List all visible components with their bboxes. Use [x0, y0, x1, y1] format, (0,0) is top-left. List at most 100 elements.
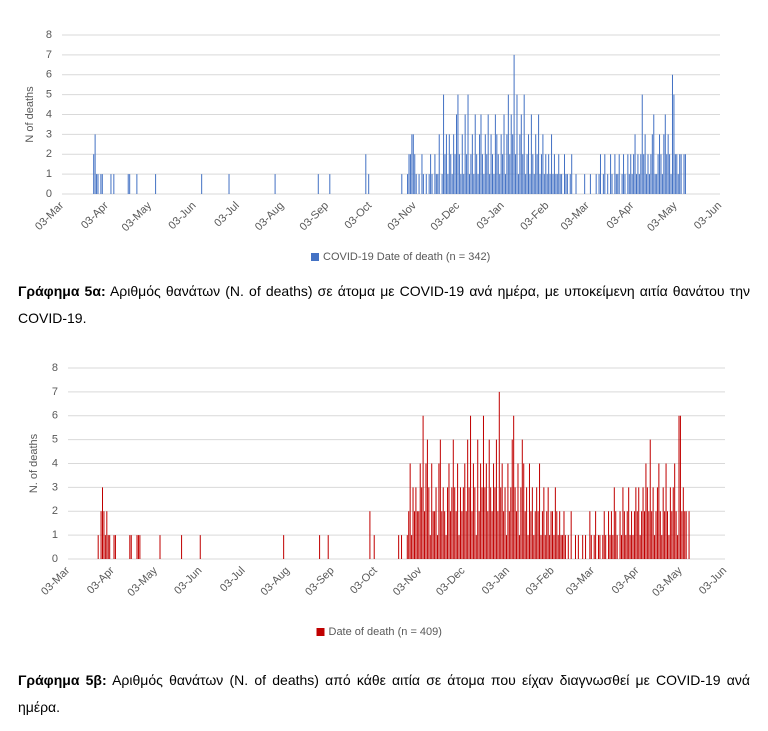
bar	[565, 174, 567, 194]
bar	[610, 154, 612, 194]
bar	[668, 535, 670, 559]
bar	[539, 174, 541, 194]
bar	[631, 511, 633, 559]
bar	[467, 94, 469, 194]
bar	[472, 463, 474, 559]
bar	[411, 535, 413, 559]
bar	[137, 535, 139, 559]
bar	[632, 535, 634, 559]
bar	[515, 154, 517, 194]
bar	[649, 439, 651, 559]
bar	[100, 174, 102, 194]
bar	[617, 174, 619, 194]
bar	[530, 114, 532, 194]
bar	[643, 511, 645, 559]
bar	[477, 174, 479, 194]
bar	[595, 174, 597, 194]
bar	[523, 463, 525, 559]
x-tick-label: 03-Oct	[348, 565, 380, 597]
bar	[541, 511, 543, 559]
bar	[647, 154, 649, 194]
bar	[408, 154, 410, 194]
bar	[639, 535, 641, 559]
bar	[677, 535, 679, 559]
bar	[643, 154, 645, 194]
bar	[487, 114, 489, 194]
bar	[589, 174, 591, 194]
bar	[106, 511, 108, 559]
bar	[495, 439, 497, 559]
bar	[466, 154, 468, 194]
bar	[319, 535, 321, 559]
bar	[543, 487, 545, 559]
bar	[684, 511, 686, 559]
bar	[484, 134, 486, 194]
x-tick-label: 03-Apr	[85, 564, 117, 596]
x-tick-label: 03-May	[650, 564, 685, 599]
bar	[486, 154, 488, 194]
bar	[633, 511, 635, 559]
bar	[501, 463, 503, 559]
bar	[677, 174, 679, 194]
bar	[537, 511, 539, 559]
bar	[401, 174, 403, 194]
bar	[100, 511, 102, 559]
bar	[646, 487, 648, 559]
y-tick-label: 7	[46, 49, 52, 61]
caption: Γράφημα 5β: Αριθμός θανάτων (N. of death…	[18, 667, 750, 721]
bar	[628, 487, 630, 559]
bar	[432, 511, 434, 559]
bar	[557, 535, 559, 559]
bar	[447, 487, 449, 559]
bar	[415, 174, 417, 194]
bar	[539, 463, 541, 559]
bar	[505, 535, 507, 559]
bar	[445, 535, 447, 559]
bar	[615, 511, 617, 559]
bar	[455, 511, 457, 559]
bar	[492, 154, 494, 194]
bar	[528, 463, 530, 559]
x-tick-label: 03-Mar	[564, 564, 597, 597]
bar	[425, 463, 427, 559]
y-tick-label: 5	[46, 89, 52, 101]
bar	[641, 94, 643, 194]
x-tick-label: 03-Feb	[518, 200, 551, 233]
bar	[113, 174, 115, 194]
bar	[136, 174, 138, 194]
bar	[563, 511, 565, 559]
bar	[470, 154, 472, 194]
bar	[628, 174, 630, 194]
x-tick-label: 03-Dec	[429, 199, 463, 233]
bar	[549, 174, 551, 194]
bar	[465, 511, 467, 559]
bar	[113, 535, 115, 559]
bar	[547, 487, 549, 559]
bar	[556, 174, 558, 194]
bar	[443, 94, 445, 194]
bar	[593, 535, 595, 559]
y-tick-label: 3	[52, 481, 58, 493]
bar	[448, 134, 450, 194]
y-tick-label: 3	[46, 128, 52, 140]
bar	[97, 174, 99, 194]
bar	[582, 535, 584, 559]
bar	[458, 154, 460, 194]
bar	[577, 535, 579, 559]
bar	[563, 154, 566, 194]
bar	[136, 535, 138, 559]
bar	[544, 535, 546, 559]
bar	[602, 174, 604, 194]
caption: Γράφημα 5α: Αριθμός θανάτων (N. of death…	[18, 278, 750, 332]
bar	[609, 535, 611, 559]
bar	[458, 535, 460, 559]
bar	[488, 439, 490, 559]
bar	[459, 487, 461, 559]
caption-text: Αριθμός θανάτων (N. of deaths) σε άτομα …	[18, 283, 750, 326]
x-tick-label: 03-Mar	[39, 564, 72, 597]
bar	[102, 487, 104, 559]
bar	[506, 134, 508, 194]
bar	[607, 174, 609, 194]
bar	[653, 114, 655, 194]
bar	[467, 439, 469, 559]
